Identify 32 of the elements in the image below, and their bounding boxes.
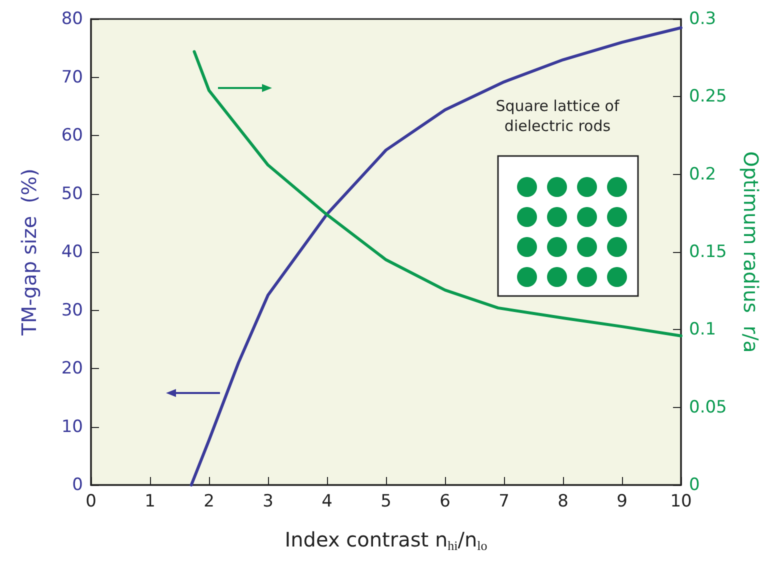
y2-tick-label: 0 xyxy=(689,475,700,495)
y2-tick-label: 0.15 xyxy=(689,242,727,262)
x-tick-label: 3 xyxy=(262,492,274,512)
y2-axis-title: Optimum radius r/a xyxy=(739,151,763,353)
y-axis-title: TM-gap size (%) xyxy=(17,168,41,336)
y2-tick-label: 0.05 xyxy=(689,397,727,418)
line-series xyxy=(192,50,682,338)
x-tick-label: 0 xyxy=(86,492,96,512)
line-series xyxy=(190,26,682,486)
y-tick-label: 80 xyxy=(61,9,83,29)
y2-tick-label: 0.3 xyxy=(689,9,716,29)
x-tick-label: 6 xyxy=(440,492,450,512)
x-tick-label: 9 xyxy=(616,492,628,512)
y-tick-label: 40 xyxy=(61,242,83,262)
x-tick-label: 1 xyxy=(144,492,156,512)
y2-tick-label: 0.2 xyxy=(689,164,716,184)
x-tick-label: 7 xyxy=(498,492,510,512)
y-tick-label: 20 xyxy=(61,358,83,378)
x-tick-label: 5 xyxy=(380,492,392,512)
x-tick-label: 8 xyxy=(558,492,568,512)
y-tick-label: 30 xyxy=(61,300,83,320)
y-tick-label: 0 xyxy=(72,475,83,495)
x-tick-label: 10 xyxy=(670,492,692,512)
x-tick-label: 2 xyxy=(204,492,214,512)
y2-tick-label: 0.25 xyxy=(689,86,727,107)
y-tick-label: 70 xyxy=(61,67,83,88)
x-tick-label: 4 xyxy=(322,492,332,512)
annotation: Square lattice of dielectric rods xyxy=(494,96,620,136)
y2-tick-label: 0.1 xyxy=(689,320,716,340)
y-tick-label: 10 xyxy=(61,416,83,437)
y-tick-label: 60 xyxy=(61,126,83,146)
y-tick-label: 50 xyxy=(61,184,83,204)
